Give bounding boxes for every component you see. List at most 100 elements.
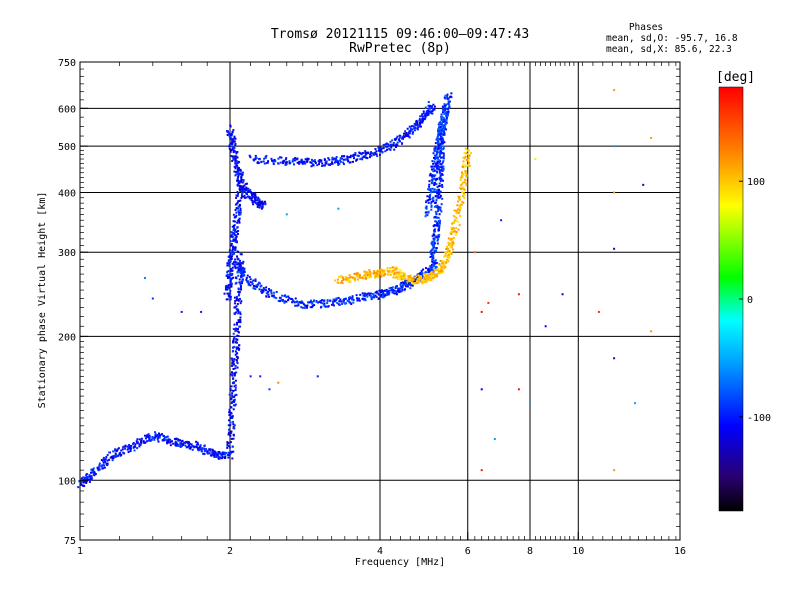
data-point (177, 444, 180, 447)
data-point (235, 321, 238, 324)
data-point (440, 127, 443, 130)
data-point (239, 209, 242, 212)
data-point (450, 238, 453, 241)
data-point (428, 277, 431, 280)
data-point (230, 257, 233, 260)
data-point (228, 132, 231, 135)
data-point (438, 185, 441, 188)
data-point (234, 157, 237, 160)
x-tick-label: 16 (674, 546, 686, 557)
data-point (441, 173, 444, 176)
data-point (377, 149, 380, 152)
data-point (231, 445, 234, 448)
data-point (431, 160, 434, 163)
data-point (332, 298, 335, 301)
data-point (409, 287, 412, 290)
data-point (339, 300, 342, 303)
data-point (218, 455, 221, 458)
data-point (143, 276, 146, 279)
data-point (85, 481, 88, 484)
data-point (96, 466, 99, 469)
data-point (165, 436, 168, 439)
data-point (613, 357, 616, 360)
data-point (613, 145, 616, 148)
data-point (174, 442, 177, 445)
y-tick-label: 600 (58, 104, 76, 115)
data-point (387, 143, 390, 146)
data-point (238, 221, 241, 224)
data-point (93, 471, 96, 474)
data-point (98, 468, 101, 471)
data-point (389, 140, 392, 143)
data-point (404, 130, 407, 133)
data-point (440, 148, 443, 151)
x-tick-label: 4 (377, 546, 383, 557)
data-point (398, 138, 401, 141)
data-point (398, 289, 401, 292)
data-point (439, 190, 442, 193)
data-point (412, 125, 415, 128)
data-point (403, 281, 406, 284)
data-point (246, 281, 249, 284)
data-point (613, 191, 616, 194)
data-point (429, 272, 432, 275)
data-point (401, 284, 404, 287)
data-point (277, 381, 280, 384)
data-point (234, 166, 237, 169)
data-point (400, 281, 403, 284)
data-point (438, 226, 441, 229)
data-point (421, 282, 424, 285)
data-point (236, 202, 239, 205)
data-point (336, 301, 339, 304)
data-point (442, 139, 445, 142)
data-point (366, 293, 369, 296)
data-point (419, 115, 422, 118)
data-point (235, 355, 238, 358)
data-point (429, 265, 432, 268)
data-point (357, 154, 360, 157)
data-point (358, 299, 361, 302)
data-point (314, 160, 317, 163)
data-point (342, 298, 345, 301)
data-point (146, 435, 149, 438)
data-point (187, 441, 190, 444)
data-point (322, 164, 325, 167)
data-point (432, 233, 435, 236)
data-point (100, 465, 103, 468)
data-point (438, 151, 441, 154)
data-point (230, 385, 233, 388)
data-point (433, 154, 436, 157)
data-point (425, 205, 428, 208)
data-point (424, 278, 427, 281)
data-point (392, 292, 395, 295)
data-point (383, 269, 386, 272)
data-point (449, 237, 452, 240)
data-point (487, 301, 490, 304)
data-point (234, 367, 237, 370)
data-point (230, 394, 233, 397)
data-point (140, 439, 143, 442)
data-point (223, 292, 226, 295)
data-point (230, 451, 233, 454)
data-point (234, 394, 237, 397)
data-point (175, 441, 178, 444)
data-point (362, 275, 365, 278)
data-point (447, 247, 450, 250)
data-point (439, 143, 442, 146)
data-point (433, 241, 436, 244)
data-point (409, 274, 412, 277)
data-point (431, 197, 434, 200)
data-point (238, 325, 241, 328)
data-point (82, 480, 85, 483)
data-point (239, 253, 242, 256)
data-point (161, 439, 164, 442)
data-point (229, 277, 232, 280)
data-point (448, 255, 451, 258)
data-point (91, 477, 94, 480)
data-point (232, 425, 235, 428)
data-point (203, 448, 206, 451)
data-point (337, 296, 340, 299)
data-point (432, 225, 435, 228)
data-point (529, 402, 531, 405)
data-point (228, 446, 231, 449)
